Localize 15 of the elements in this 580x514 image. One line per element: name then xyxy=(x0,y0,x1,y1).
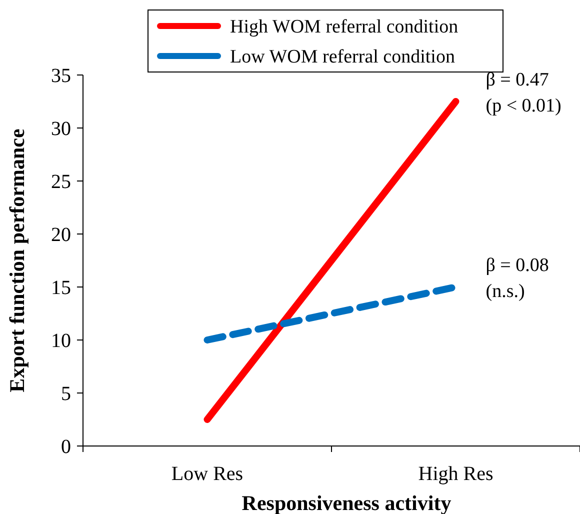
y-tick-label: 5 xyxy=(61,383,71,405)
x-tick-label: High Res xyxy=(418,463,494,485)
y-tick-label: 35 xyxy=(51,65,71,87)
y-tick-label: 0 xyxy=(61,436,71,458)
y-tick-label: 15 xyxy=(51,277,71,299)
y-tick-label: 10 xyxy=(51,330,71,352)
annotation: β = 0.08 (n.s.) xyxy=(486,255,549,302)
y-tick-label: 25 xyxy=(51,171,71,193)
y-tick-label: 20 xyxy=(51,224,71,246)
x-tick-label: Low Res xyxy=(171,463,244,485)
annotation: β = 0.47 (p < 0.01) xyxy=(486,70,562,116)
y-tick-label: 30 xyxy=(51,118,71,140)
legend-label: High WOM referral condition xyxy=(230,16,459,38)
legend-label: Low WOM referral condition xyxy=(230,46,456,68)
y-axis-title: Export function performance xyxy=(5,128,29,392)
